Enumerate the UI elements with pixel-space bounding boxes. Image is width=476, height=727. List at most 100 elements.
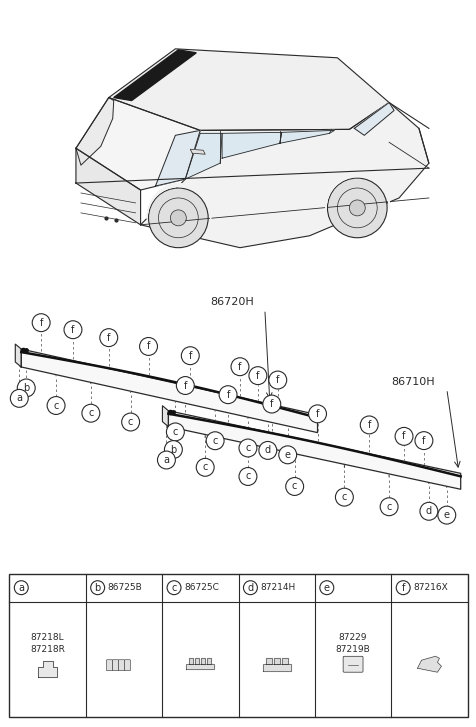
Polygon shape <box>265 658 271 664</box>
Text: 86725C: 86725C <box>184 583 218 593</box>
Text: c: c <box>171 582 177 593</box>
Circle shape <box>248 366 266 385</box>
Text: f: f <box>367 420 370 430</box>
FancyBboxPatch shape <box>118 660 124 671</box>
Circle shape <box>47 396 65 414</box>
Text: d: d <box>264 446 270 455</box>
Circle shape <box>99 329 118 347</box>
Polygon shape <box>281 658 287 664</box>
Text: c: c <box>53 401 59 411</box>
Circle shape <box>394 427 412 446</box>
Text: c: c <box>245 472 250 481</box>
Text: c: c <box>386 502 391 512</box>
Text: b: b <box>94 582 100 593</box>
FancyBboxPatch shape <box>342 656 362 672</box>
Circle shape <box>176 377 194 395</box>
Polygon shape <box>109 49 388 130</box>
Polygon shape <box>155 130 200 186</box>
Text: f: f <box>226 390 229 400</box>
Circle shape <box>258 441 276 459</box>
Circle shape <box>396 581 409 595</box>
Circle shape <box>90 581 104 595</box>
Circle shape <box>437 506 455 524</box>
Text: f: f <box>147 342 150 351</box>
Circle shape <box>348 200 365 216</box>
Text: f: f <box>256 371 259 381</box>
Circle shape <box>166 423 184 441</box>
Text: f: f <box>188 350 191 361</box>
FancyBboxPatch shape <box>106 660 112 671</box>
Text: f: f <box>315 409 318 419</box>
Text: e: e <box>284 450 290 459</box>
Text: f: f <box>107 333 110 342</box>
Circle shape <box>359 416 377 434</box>
Circle shape <box>319 581 333 595</box>
Polygon shape <box>76 97 113 165</box>
Bar <box>10 574 466 717</box>
Circle shape <box>218 386 237 403</box>
Circle shape <box>419 502 437 521</box>
Polygon shape <box>262 664 290 671</box>
Text: f: f <box>40 318 43 328</box>
Circle shape <box>17 379 35 397</box>
Polygon shape <box>76 97 200 190</box>
Circle shape <box>308 405 326 423</box>
Circle shape <box>121 413 139 431</box>
Text: f: f <box>269 399 273 409</box>
Circle shape <box>82 404 99 422</box>
Polygon shape <box>354 103 393 135</box>
Circle shape <box>181 347 199 365</box>
Polygon shape <box>38 662 57 677</box>
Polygon shape <box>416 656 440 672</box>
Circle shape <box>32 314 50 332</box>
Polygon shape <box>195 658 199 664</box>
Text: f: f <box>276 375 279 385</box>
Circle shape <box>327 178 387 238</box>
Circle shape <box>243 581 257 595</box>
Circle shape <box>196 458 214 476</box>
Text: b: b <box>23 383 30 393</box>
Circle shape <box>206 432 224 450</box>
Polygon shape <box>185 133 222 179</box>
Text: c: c <box>291 481 297 491</box>
Text: 86725B: 86725B <box>108 583 142 593</box>
Text: 87229
87219B: 87229 87219B <box>335 633 370 654</box>
Polygon shape <box>168 411 460 489</box>
Text: a: a <box>163 455 169 465</box>
Polygon shape <box>189 658 193 664</box>
Text: 87216X: 87216X <box>412 583 447 593</box>
Polygon shape <box>15 344 21 367</box>
Polygon shape <box>190 149 205 154</box>
Text: c: c <box>128 417 133 427</box>
FancyBboxPatch shape <box>112 660 118 671</box>
Circle shape <box>14 581 28 595</box>
Text: f: f <box>183 380 187 390</box>
Text: 86720H: 86720H <box>210 297 253 308</box>
Polygon shape <box>186 664 214 670</box>
Circle shape <box>238 439 257 457</box>
Polygon shape <box>140 103 428 248</box>
Polygon shape <box>76 148 140 225</box>
Text: a: a <box>16 393 22 403</box>
Polygon shape <box>201 658 205 664</box>
Text: d: d <box>425 506 431 516</box>
Text: c: c <box>341 492 347 502</box>
Polygon shape <box>207 658 211 664</box>
Circle shape <box>64 321 82 339</box>
Text: 87218L
87218R: 87218L 87218R <box>30 633 65 654</box>
Polygon shape <box>273 658 279 664</box>
Text: c: c <box>212 435 218 446</box>
Circle shape <box>414 432 432 449</box>
Text: f: f <box>401 431 405 441</box>
Text: f: f <box>238 362 241 371</box>
Circle shape <box>164 441 182 459</box>
Polygon shape <box>222 132 281 158</box>
Circle shape <box>262 395 280 413</box>
Circle shape <box>167 581 180 595</box>
Circle shape <box>278 446 296 464</box>
Circle shape <box>139 337 157 356</box>
Circle shape <box>230 358 248 376</box>
Polygon shape <box>279 130 334 143</box>
Text: e: e <box>323 582 329 593</box>
Text: c: c <box>172 427 178 437</box>
